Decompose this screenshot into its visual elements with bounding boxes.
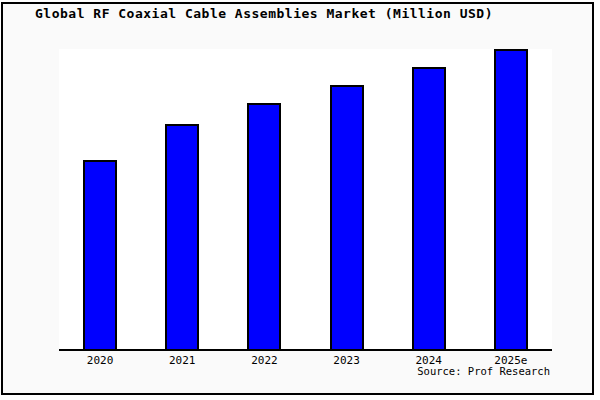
plot-area bbox=[59, 49, 552, 351]
chart-title: Global RF Coaxial Cable Assemblies Marke… bbox=[35, 6, 493, 21]
bar-2022 bbox=[247, 103, 281, 349]
bar-2024 bbox=[412, 67, 446, 349]
source-note: Source: Prof Research bbox=[417, 365, 550, 377]
x-tick-label-2022: 2022 bbox=[251, 354, 278, 367]
x-tick-label-2023: 2023 bbox=[333, 354, 360, 367]
bar-2025e bbox=[494, 49, 528, 349]
x-tick-label-2021: 2021 bbox=[169, 354, 196, 367]
bar-2023 bbox=[330, 85, 364, 349]
bar-2020 bbox=[83, 160, 117, 349]
bar-2021 bbox=[165, 124, 199, 349]
x-tick-label-2020: 2020 bbox=[87, 354, 114, 367]
